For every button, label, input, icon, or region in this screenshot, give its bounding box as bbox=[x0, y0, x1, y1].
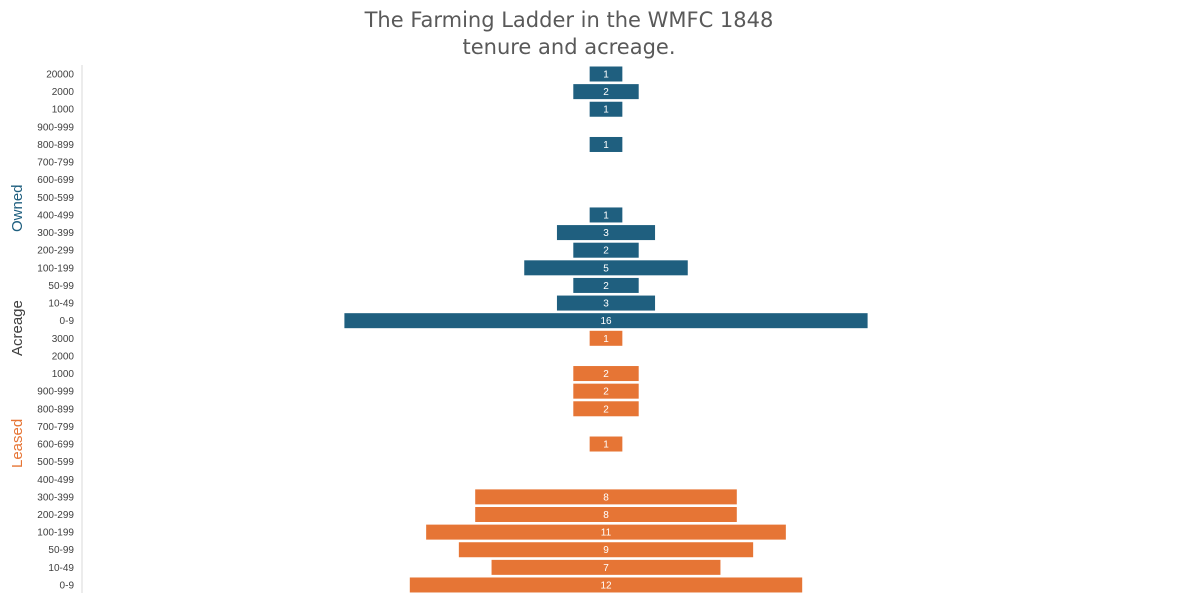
category-tick-label: 50-99 bbox=[48, 281, 74, 292]
bar-leased bbox=[458, 542, 754, 558]
data-label-leased: 11 bbox=[601, 528, 612, 539]
data-label-leased: 1 bbox=[603, 334, 609, 345]
category-tick-label: 600-699 bbox=[37, 440, 74, 451]
bar-leased bbox=[475, 507, 737, 522]
category-tick-label: 900-999 bbox=[37, 387, 74, 398]
data-label-owned: 3 bbox=[603, 299, 609, 310]
chart-title-line-2: tenure and acreage. bbox=[462, 35, 675, 59]
axis-label-acreage: Acreage bbox=[9, 300, 26, 356]
category-tick-label: 500-599 bbox=[37, 193, 74, 204]
data-label-owned: 1 bbox=[603, 210, 609, 221]
bar-owned bbox=[573, 242, 639, 258]
bar-leased bbox=[409, 577, 803, 593]
bar-owned bbox=[589, 136, 623, 152]
category-tick-label: 700-799 bbox=[37, 158, 74, 169]
category-tick-label: 400-499 bbox=[37, 210, 74, 221]
data-label-owned: 1 bbox=[603, 70, 609, 81]
bar-leased bbox=[573, 401, 639, 417]
category-tick-label: 2000 bbox=[52, 351, 75, 362]
bar-owned bbox=[573, 84, 639, 100]
category-tick-label: 2000 bbox=[52, 87, 75, 98]
category-tick-label: 10-49 bbox=[48, 299, 74, 310]
category-tick-label: 1000 bbox=[52, 369, 75, 380]
data-label-owned: 2 bbox=[603, 281, 609, 292]
data-label-owned: 1 bbox=[603, 140, 609, 151]
category-tick-label: 500-599 bbox=[37, 457, 74, 468]
category-tick-label: 200-299 bbox=[37, 510, 74, 521]
data-label-leased: 7 bbox=[603, 563, 609, 574]
bar-owned bbox=[589, 66, 623, 82]
data-label-owned: 3 bbox=[603, 228, 609, 239]
chart-title-line-1: The Farming Ladder in the WMFC 1848 bbox=[364, 8, 774, 32]
data-label-leased: 1 bbox=[603, 440, 609, 451]
category-tick-label: 100-199 bbox=[37, 263, 74, 274]
data-label-leased: 12 bbox=[600, 580, 612, 591]
bars bbox=[344, 66, 868, 593]
category-tick-label: 0-9 bbox=[60, 580, 75, 591]
data-label-leased: 2 bbox=[603, 369, 609, 380]
category-tick-label: 0-9 bbox=[60, 316, 75, 327]
bar-leased bbox=[589, 436, 623, 452]
bar-leased bbox=[573, 366, 639, 382]
bar-owned bbox=[589, 207, 623, 223]
bar-leased bbox=[491, 559, 721, 575]
bar-owned bbox=[556, 225, 656, 241]
category-tick-label: 800-899 bbox=[37, 140, 74, 151]
bar-leased bbox=[475, 489, 737, 505]
data-label-leased: 2 bbox=[603, 387, 609, 398]
data-label-owned: 2 bbox=[603, 87, 609, 98]
category-tick-label: 900-999 bbox=[37, 122, 74, 133]
category-tick-label: 600-699 bbox=[37, 175, 74, 186]
series-label-owned: Owned bbox=[9, 184, 26, 232]
bar-owned bbox=[344, 313, 868, 329]
category-tick-label: 800-899 bbox=[37, 404, 74, 415]
bar-owned bbox=[556, 295, 656, 311]
data-label-leased: 9 bbox=[603, 545, 609, 556]
category-tick-label: 3000 bbox=[52, 334, 75, 345]
data-label-owned: 16 bbox=[600, 316, 612, 327]
category-tick-label: 700-799 bbox=[37, 422, 74, 433]
category-tick-label: 300-399 bbox=[37, 492, 74, 503]
data-label-owned: 2 bbox=[603, 246, 609, 257]
category-tick-labels: 20000 2000 1000 900-999 800-899 700-799 600-69… bbox=[37, 70, 74, 592]
category-tick-label: 200-299 bbox=[37, 246, 74, 257]
category-tick-label: 400-499 bbox=[37, 475, 74, 486]
category-tick-label: 50-99 bbox=[48, 545, 74, 556]
category-tick-label: 100-199 bbox=[37, 528, 74, 539]
category-tick-label: 1000 bbox=[52, 105, 75, 116]
category-tick-label: 10-49 bbox=[48, 563, 74, 574]
category-tick-label: 300-399 bbox=[37, 228, 74, 239]
data-label-leased: 8 bbox=[603, 492, 609, 503]
data-label-leased: 2 bbox=[603, 404, 609, 415]
data-label-leased: 8 bbox=[603, 510, 609, 521]
bar-owned bbox=[573, 277, 639, 293]
bar-owned bbox=[524, 260, 688, 276]
data-label-owned: 1 bbox=[603, 105, 609, 116]
bar-owned bbox=[589, 101, 623, 117]
bar-leased bbox=[573, 383, 639, 399]
category-tick-label: 20000 bbox=[46, 70, 74, 81]
bar-leased bbox=[426, 524, 786, 540]
series-label-leased: Leased bbox=[9, 419, 26, 468]
bar-leased bbox=[589, 330, 623, 346]
data-label-owned: 5 bbox=[603, 263, 609, 274]
